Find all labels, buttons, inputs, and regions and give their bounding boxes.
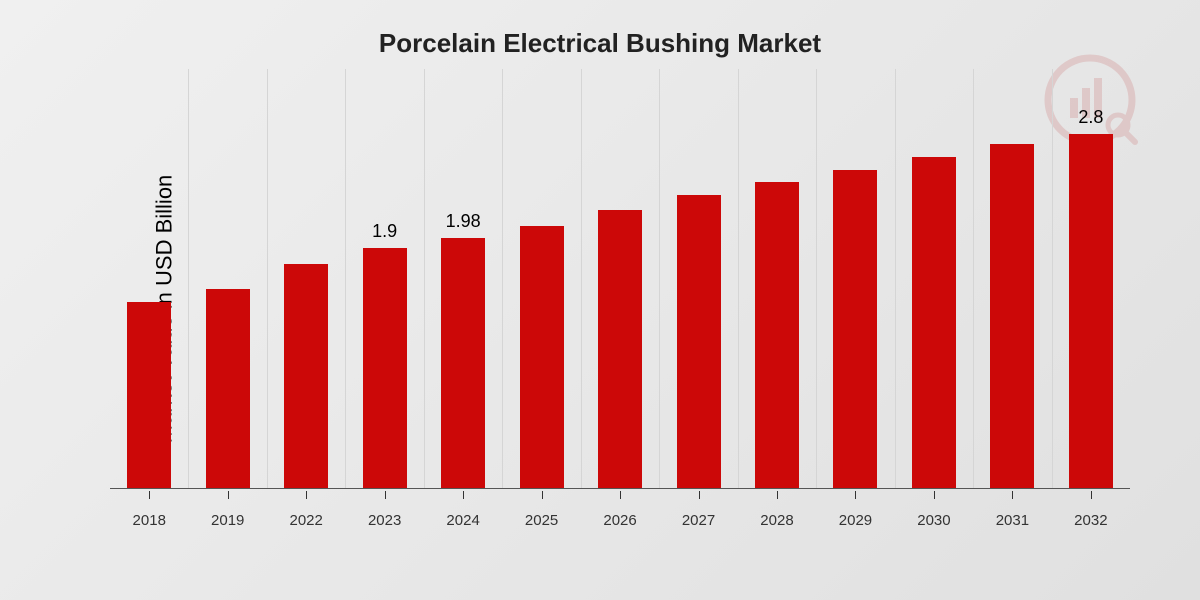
x-axis-label: 2030 [895,512,973,529]
bar-wrapper: 1.98 [424,109,502,489]
x-tick [306,491,307,499]
bar-value-label: 1.9 [372,221,397,242]
bar [833,170,877,489]
x-axis-label: 2023 [345,512,423,529]
bars-group: 1.9 1.98 2.8 [110,109,1130,489]
bar [363,248,407,489]
separator-line [659,69,660,489]
x-axis-label: 2027 [659,512,737,529]
x-axis-label: 2025 [502,512,580,529]
bar-wrapper [188,109,266,489]
x-tick [855,491,856,499]
x-axis-label: 2022 [267,512,345,529]
chart-title: Porcelain Electrical Bushing Market [0,0,1200,69]
bar-wrapper [581,109,659,489]
bar [441,238,485,489]
bar-wrapper: 2.8 [1052,109,1130,489]
bar [677,195,721,489]
x-axis-label: 2026 [581,512,659,529]
bar-value-label: 2.8 [1078,107,1103,128]
bar-value-label: 1.98 [446,211,481,232]
x-tick [228,491,229,499]
separator-line [188,69,189,489]
bar [598,210,642,489]
bar [520,226,564,489]
x-axis-label: 2024 [424,512,502,529]
x-axis-label: 2032 [1052,512,1130,529]
separator-line [738,69,739,489]
separator-line [816,69,817,489]
x-tick [777,491,778,499]
x-tick [385,491,386,499]
bar-wrapper [502,109,580,489]
x-axis-label: 2028 [738,512,816,529]
x-tick [1012,491,1013,499]
x-axis-label: 2019 [188,512,266,529]
separator-line [895,69,896,489]
bar [284,264,328,489]
separator-line [424,69,425,489]
bar [1069,134,1113,489]
bar [127,302,171,489]
separator-line [581,69,582,489]
bar-wrapper [267,109,345,489]
bar [206,289,250,489]
separator-line [345,69,346,489]
plot-area: 1.9 1.98 2.8 [110,109,1130,489]
x-tick [542,491,543,499]
bar [990,144,1034,489]
bar-wrapper [738,109,816,489]
x-tick [934,491,935,499]
x-axis-label: 2018 [110,512,188,529]
bar-wrapper [659,109,737,489]
bar-wrapper [816,109,894,489]
x-axis-label: 2029 [816,512,894,529]
bar-wrapper: 1.9 [345,109,423,489]
bar-wrapper [895,109,973,489]
x-tick [1091,491,1092,499]
separator-line [973,69,974,489]
separator-line [502,69,503,489]
x-axis-label: 2031 [973,512,1051,529]
bar [912,157,956,489]
x-axis-baseline [110,488,1130,489]
bar [755,182,799,489]
separator-line [267,69,268,489]
bar-wrapper [973,109,1051,489]
bar-wrapper [110,109,188,489]
x-tick [463,491,464,499]
x-tick [149,491,150,499]
x-tick [620,491,621,499]
chart-container: Market Value in USD Billion 1.91.982.8 2… [50,69,1150,549]
separator-line [1052,69,1053,489]
x-labels-group: 2018201920222023202420252026202720282029… [110,512,1130,529]
x-tick [699,491,700,499]
